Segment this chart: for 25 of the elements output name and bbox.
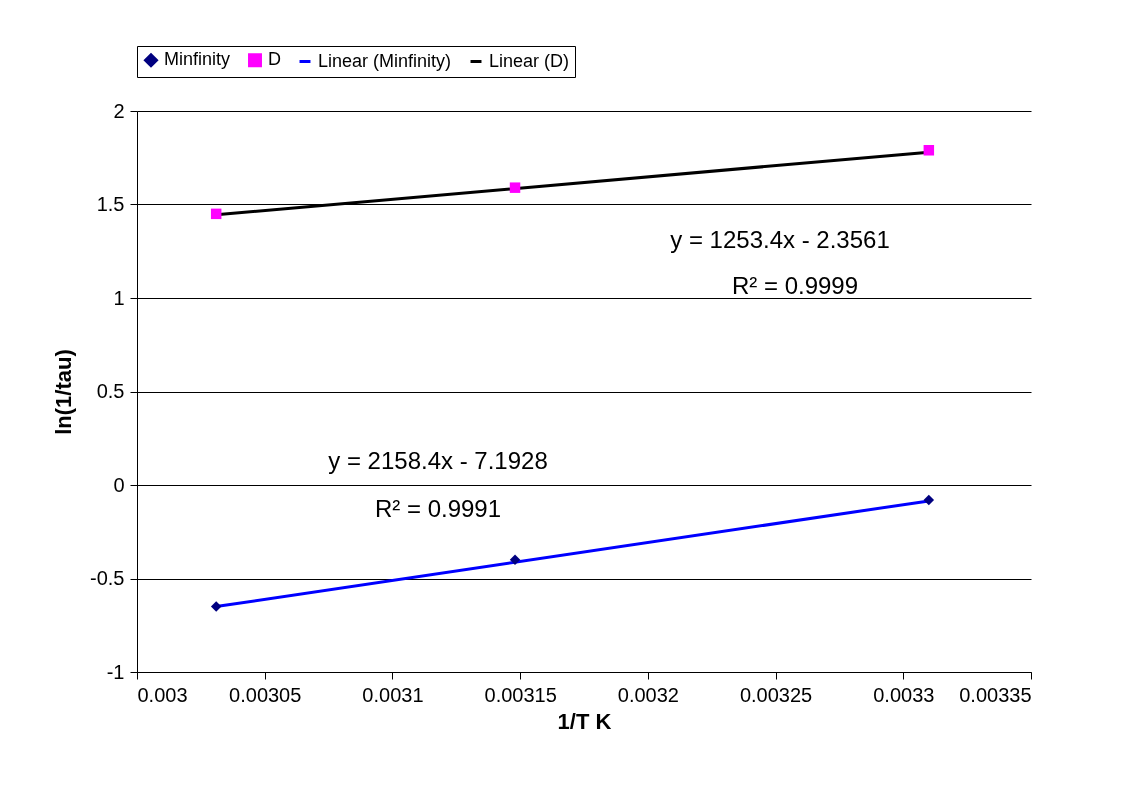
legend-label: Linear (D): [489, 50, 570, 71]
annotation: y = 1253.4x - 2.3561: [670, 226, 890, 253]
x-tick-label: 0.00335: [959, 683, 1032, 706]
legend-label: Linear (Minfinity): [318, 50, 452, 71]
annotation: R² = 0.9999: [731, 272, 859, 299]
y-tick-label: 0: [113, 473, 125, 496]
x-axis-title: 1/T K: [557, 708, 612, 734]
legend-label: Minfinity: [164, 49, 231, 70]
x-tick-label: 0.0033: [873, 683, 935, 706]
y-tick-label: 0.5: [96, 380, 125, 402]
y-tick-label: 2: [113, 99, 125, 122]
x-tick-label: 0.003: [137, 683, 188, 706]
legend-label: D: [268, 49, 281, 70]
x-tick-label: 0.0031: [362, 683, 424, 706]
x-tick-label: 0.00305: [229, 683, 302, 706]
x-tick-label: 0.00325: [739, 683, 813, 706]
annotation: y = 2158.4x - 7.1928: [328, 447, 548, 474]
x-tick-label: 0.0032: [617, 683, 679, 706]
y-tick-label: 1.5: [96, 193, 125, 215]
y-tick-label: -0.5: [90, 567, 125, 589]
y-tick-label: 1: [113, 286, 125, 309]
annotation: R² = 0.9991: [374, 495, 502, 522]
y-tick-label: -1: [106, 660, 125, 683]
x-tick-label: 0.00315: [484, 683, 557, 706]
y-axis-title: ln(1/tau): [51, 349, 77, 435]
